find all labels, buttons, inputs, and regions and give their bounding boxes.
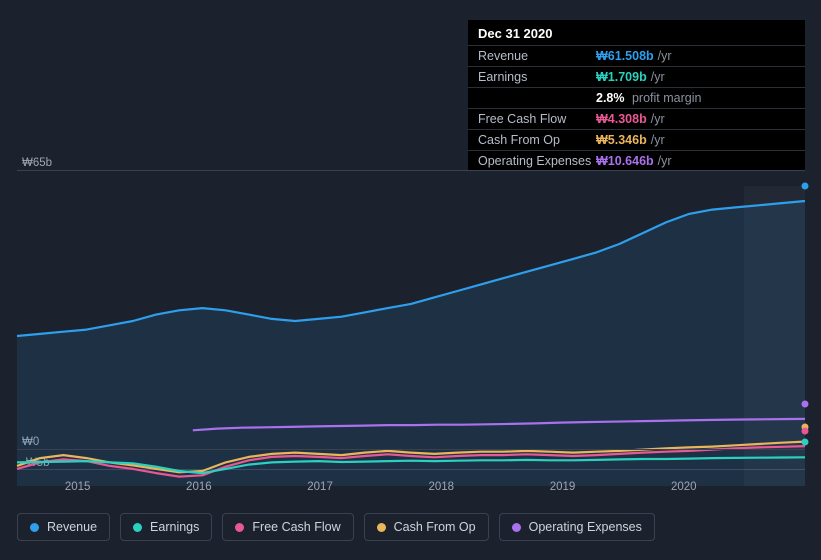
legend-label: Operating Expenses [529, 520, 642, 534]
x-axis-label: 2018 [429, 481, 455, 493]
tooltip-value: ₩61.508b/yr [596, 49, 672, 63]
series-end-dot [802, 439, 809, 446]
tooltip-value: ₩5.346b/yr [596, 133, 665, 147]
chart-legend: Revenue Earnings Free Cash Flow Cash From O… [17, 513, 655, 541]
legend-item-revenue[interactable]: Revenue [17, 513, 110, 541]
series-end-dot [802, 183, 809, 190]
x-axis-label: 2017 [307, 481, 333, 493]
legend-label: Cash From Op [394, 520, 476, 534]
legend-swatch [512, 523, 521, 532]
zero-gridline [17, 449, 805, 450]
legend-item-cfo[interactable]: Cash From Op [364, 513, 489, 541]
tooltip-label: Earnings [478, 70, 596, 84]
tooltip-row: Cash From Op₩5.346b/yr [468, 129, 805, 150]
series-end-dot [802, 400, 809, 407]
tooltip-row: Free Cash Flow₩4.308b/yr [468, 108, 805, 129]
tooltip-label: Cash From Op [478, 133, 596, 147]
legend-item-earnings[interactable]: Earnings [120, 513, 212, 541]
x-axis-label: 2020 [671, 481, 697, 493]
tooltip-value: ₩1.709b/yr [596, 70, 665, 84]
legend-label: Revenue [47, 520, 97, 534]
tooltip-value: ₩4.308b/yr [596, 112, 665, 126]
tooltip-row-extra: 2.8% profit margin [468, 87, 805, 108]
financials-chart[interactable]: ₩65b₩0-₩5b 201520162017201820192020 [17, 155, 805, 500]
x-axis-label: 2016 [186, 481, 212, 493]
series-end-dot [802, 428, 809, 435]
legend-item-opex[interactable]: Operating Expenses [499, 513, 655, 541]
legend-swatch [235, 523, 244, 532]
chart-tooltip: Dec 31 2020 Revenue₩61.508b/yrEarnings₩1… [468, 20, 805, 171]
tooltip-label: Revenue [478, 49, 596, 63]
x-axis-label: 2015 [65, 481, 91, 493]
tooltip-label: Free Cash Flow [478, 112, 596, 126]
legend-item-fcf[interactable]: Free Cash Flow [222, 513, 353, 541]
plot-area [17, 170, 805, 470]
y-axis-label: ₩65b [22, 157, 52, 169]
legend-swatch [377, 523, 386, 532]
x-axis-label: 2019 [550, 481, 576, 493]
tooltip-row: Earnings₩1.709b/yr [468, 66, 805, 87]
tooltip-row: Revenue₩61.508b/yr [468, 45, 805, 66]
legend-swatch [30, 523, 39, 532]
legend-label: Free Cash Flow [252, 520, 340, 534]
tooltip-date: Dec 31 2020 [468, 20, 805, 45]
legend-swatch [133, 523, 142, 532]
chart-lines [17, 186, 805, 486]
legend-label: Earnings [150, 520, 199, 534]
